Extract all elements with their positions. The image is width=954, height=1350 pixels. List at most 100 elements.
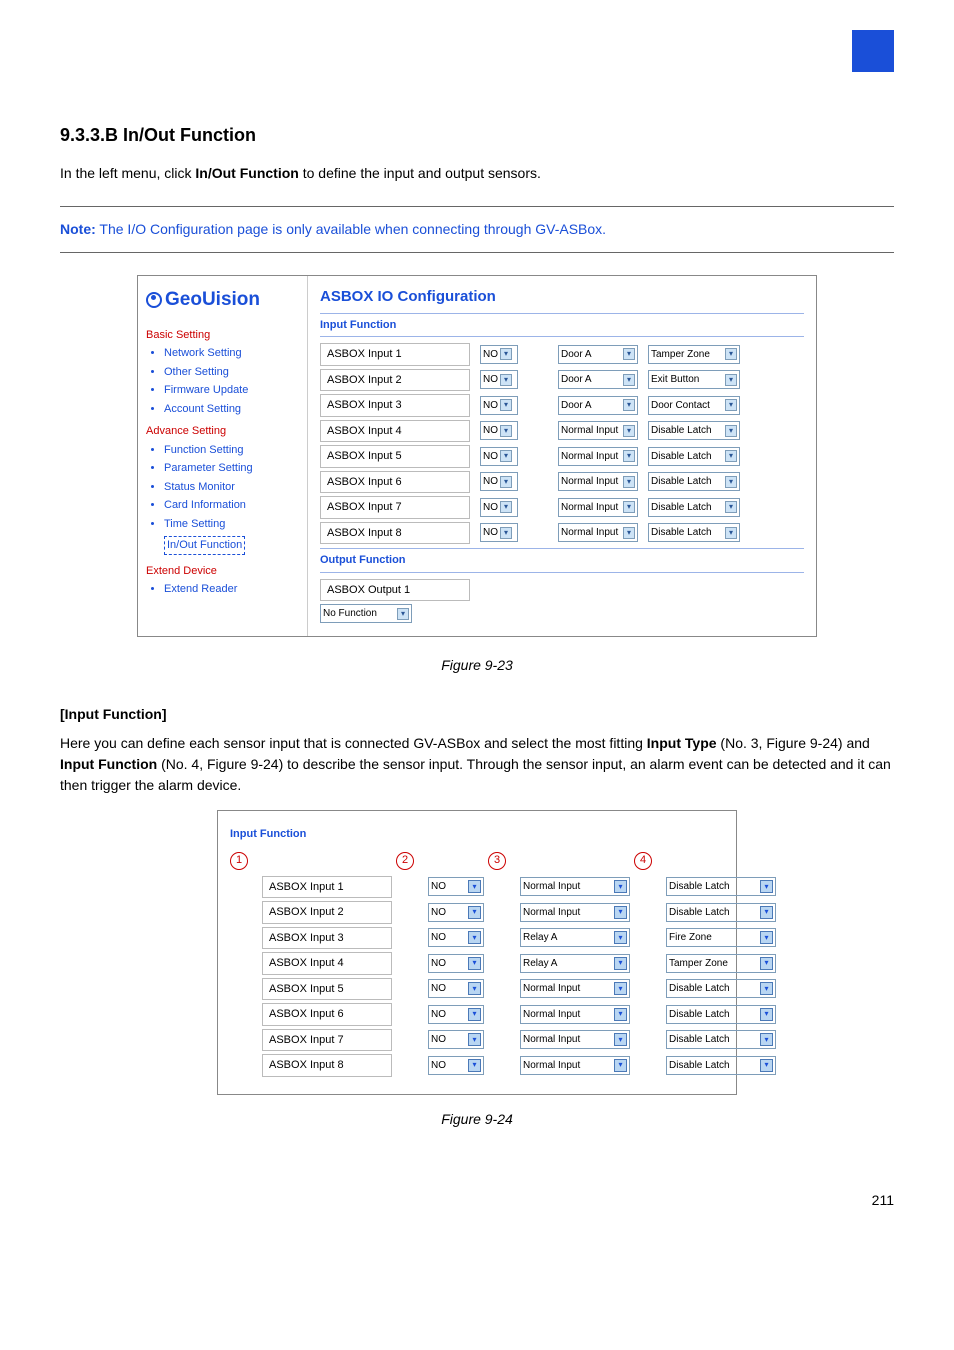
func-select[interactable]: Fire Zone▾ [666, 928, 776, 947]
input-row: ASBOX Input 8NO▾Normal Input▾Disable Lat… [230, 1054, 724, 1077]
chevron-down-icon: ▾ [468, 957, 481, 970]
type-select[interactable]: Normal Input▾ [558, 498, 638, 517]
type-select[interactable]: Normal Input▾ [520, 979, 630, 998]
type-select[interactable]: Door A▾ [558, 396, 638, 415]
input-function-subhead: [Input Function] [60, 704, 894, 725]
type-select[interactable]: Normal Input▾ [520, 1005, 630, 1024]
input-name[interactable]: ASBOX Input 2 [262, 901, 392, 924]
func-select[interactable]: Door Contact▾ [648, 396, 740, 415]
input-name[interactable]: ASBOX Input 7 [320, 496, 470, 519]
type-select[interactable]: Normal Input▾ [520, 1030, 630, 1049]
mode-select[interactable]: NO▾ [480, 447, 518, 466]
type-select[interactable]: Normal Input▾ [558, 523, 638, 542]
type-select[interactable]: Normal Input▾ [520, 903, 630, 922]
input-name[interactable]: ASBOX Input 1 [262, 876, 392, 899]
func-select[interactable]: Tamper Zone▾ [648, 345, 740, 364]
input-row: ASBOX Input 1 NO▾ Door A▾ Tamper Zone▾ [320, 343, 804, 366]
func-select[interactable]: Disable Latch▾ [666, 877, 776, 896]
input-name[interactable]: ASBOX Input 1 [320, 343, 470, 366]
type-select[interactable]: Normal Input▾ [558, 472, 638, 491]
logo-text: GeoUision [165, 286, 260, 315]
sidebar-item-function[interactable]: Function Setting [164, 442, 299, 459]
mode-select[interactable]: NO▾ [480, 523, 518, 542]
func-select[interactable]: Disable Latch▾ [648, 523, 740, 542]
logo-icon [146, 292, 162, 308]
type-select[interactable]: Normal Input▾ [520, 877, 630, 896]
type-select[interactable]: Normal Input▾ [558, 447, 638, 466]
p2c: (No. 3, Figure 9-24) and [720, 735, 869, 751]
func-select[interactable]: Disable Latch▾ [666, 1056, 776, 1075]
input-name[interactable]: ASBOX Input 5 [262, 978, 392, 1001]
screenshot-io-config: GeoUision Basic Setting Network Setting … [137, 275, 817, 637]
mode-select[interactable]: NO▾ [480, 345, 518, 364]
input-row: ASBOX Input 4NO▾Relay A▾Tamper Zone▾ [230, 952, 724, 975]
func-select[interactable]: Tamper Zone▾ [666, 954, 776, 973]
type-select[interactable]: Normal Input▾ [520, 1056, 630, 1075]
input-name[interactable]: ASBOX Input 8 [320, 522, 470, 545]
input-name[interactable]: ASBOX Input 4 [262, 952, 392, 975]
type-select[interactable]: Relay A▾ [520, 954, 630, 973]
chevron-down-icon: ▾ [725, 476, 737, 488]
input-row: ASBOX Input 1NO▾Normal Input▾Disable Lat… [230, 876, 724, 899]
mode-select[interactable]: NO▾ [428, 954, 484, 973]
nav-advance: Function Setting Parameter Setting Statu… [146, 442, 299, 557]
mode-select[interactable]: NO▾ [428, 877, 484, 896]
sidebar-item-network[interactable]: Network Setting [164, 345, 299, 362]
input-row: ASBOX Input 6 NO▾ Normal Input▾ Disable Lat… [320, 471, 804, 494]
input-row: ASBOX Input 5NO▾Normal Input▾Disable Lat… [230, 978, 724, 1001]
chevron-down-icon: ▾ [760, 957, 773, 970]
func-select[interactable]: Disable Latch▾ [666, 979, 776, 998]
chevron-down-icon: ▾ [623, 374, 635, 386]
mode-select[interactable]: NO▾ [480, 498, 518, 517]
mode-select[interactable]: NO▾ [480, 472, 518, 491]
input-name[interactable]: ASBOX Input 6 [262, 1003, 392, 1026]
mode-select[interactable]: NO▾ [480, 396, 518, 415]
sidebar-item-account[interactable]: Account Setting [164, 401, 299, 418]
chevron-down-icon: ▾ [725, 425, 737, 437]
mode-select[interactable]: NO▾ [428, 1005, 484, 1024]
sidebar-item-status[interactable]: Status Monitor [164, 479, 299, 496]
chevron-down-icon: ▾ [614, 957, 627, 970]
type-select[interactable]: Relay A▾ [520, 928, 630, 947]
input-name[interactable]: ASBOX Input 3 [320, 394, 470, 417]
chevron-down-icon: ▾ [760, 1008, 773, 1021]
func-select[interactable]: Exit Button▾ [648, 370, 740, 389]
mode-select[interactable]: NO▾ [480, 370, 518, 389]
mode-select[interactable]: NO▾ [428, 1030, 484, 1049]
mode-select[interactable]: NO▾ [428, 1056, 484, 1075]
input-name[interactable]: ASBOX Input 2 [320, 369, 470, 392]
mode-select[interactable]: NO▾ [480, 421, 518, 440]
mode-select[interactable]: NO▾ [428, 928, 484, 947]
func-select[interactable]: Disable Latch▾ [666, 1005, 776, 1024]
func-select[interactable]: Disable Latch▾ [648, 447, 740, 466]
func-select[interactable]: Disable Latch▾ [648, 421, 740, 440]
input-name[interactable]: ASBOX Input 8 [262, 1054, 392, 1077]
sidebar-item-inout[interactable]: In/Out Function [164, 536, 245, 555]
output-name[interactable]: ASBOX Output 1 [320, 579, 470, 602]
sidebar-item-extend-reader[interactable]: Extend Reader [164, 581, 299, 598]
type-select[interactable]: Normal Input▾ [558, 421, 638, 440]
output-select[interactable]: No Function ▾ [320, 604, 412, 623]
sidebar-item-firmware[interactable]: Firmware Update [164, 382, 299, 399]
input-name[interactable]: ASBOX Input 6 [320, 471, 470, 494]
func-select[interactable]: Disable Latch▾ [666, 903, 776, 922]
func-select[interactable]: Disable Latch▾ [648, 498, 740, 517]
type-select[interactable]: Door A▾ [558, 370, 638, 389]
input-name[interactable]: ASBOX Input 4 [320, 420, 470, 443]
type-select[interactable]: Door A▾ [558, 345, 638, 364]
input-name[interactable]: ASBOX Input 5 [320, 445, 470, 468]
mode-select[interactable]: NO▾ [428, 979, 484, 998]
func-select[interactable]: Disable Latch▾ [648, 472, 740, 491]
sidebar-item-parameter[interactable]: Parameter Setting [164, 460, 299, 477]
sidebar-item-other[interactable]: Other Setting [164, 364, 299, 381]
input-func-head: Input Function [320, 313, 804, 338]
mode-select[interactable]: NO▾ [428, 903, 484, 922]
input-name[interactable]: ASBOX Input 3 [262, 927, 392, 950]
sidebar-item-card[interactable]: Card Information [164, 497, 299, 514]
chevron-down-icon: ▾ [725, 374, 737, 386]
func-select[interactable]: Disable Latch▾ [666, 1030, 776, 1049]
chevron-down-icon: ▾ [725, 450, 737, 462]
sidebar-item-time[interactable]: Time Setting [164, 516, 299, 533]
chevron-down-icon: ▾ [500, 450, 512, 462]
input-name[interactable]: ASBOX Input 7 [262, 1029, 392, 1052]
